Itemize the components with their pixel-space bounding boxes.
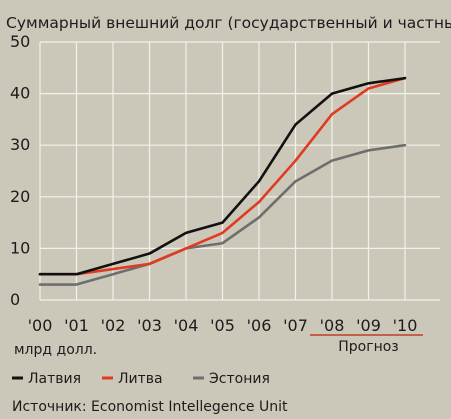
unit-label: млрд долл. [14, 342, 97, 358]
chart-title: Суммарный внешний долг (государственный … [6, 14, 451, 32]
y-tick-label: 0 [10, 290, 20, 309]
x-tick-label: '04 [174, 316, 199, 335]
gridlines [39, 41, 440, 301]
y-tick-label: 10 [10, 238, 30, 257]
x-tick-label: '05 [210, 316, 235, 335]
source-note: Источник: Economist Intellegence Unit [12, 399, 288, 415]
x-tick-label: '09 [356, 316, 381, 335]
y-tick-label: 30 [10, 135, 30, 154]
series-line-1 [38, 76, 407, 276]
y-tick-label: 20 [10, 187, 30, 206]
x-tick-label: '10 [393, 316, 418, 335]
x-tick-label: '08 [320, 316, 345, 335]
x-tick-label: '03 [137, 316, 162, 335]
legend-label: Литва [118, 371, 163, 387]
x-tick-label: '06 [247, 316, 272, 335]
forecast-label: Прогноз [338, 339, 399, 355]
x-tick-label: '01 [64, 316, 89, 335]
x-tick-labels: '00 '01 '02 '03 '04 '05 '06 '07 '08 '09 '10 [28, 316, 418, 335]
y-tick-label: 40 [10, 84, 30, 103]
x-tick-label: '02 [101, 316, 126, 335]
legend-label: Эстония [209, 371, 270, 387]
y-tick-label: 50 [10, 32, 30, 51]
x-tick-label: '00 [28, 316, 53, 335]
series-lines [38, 76, 407, 286]
legend: Латвия Литва Эстония [12, 371, 270, 387]
legend-label: Латвия [28, 371, 81, 387]
y-tick-labels: 0 10 20 30 40 50 [10, 32, 30, 309]
series-line-3 [38, 143, 407, 286]
x-tick-label: '07 [283, 316, 308, 335]
series-line-2 [38, 76, 407, 276]
